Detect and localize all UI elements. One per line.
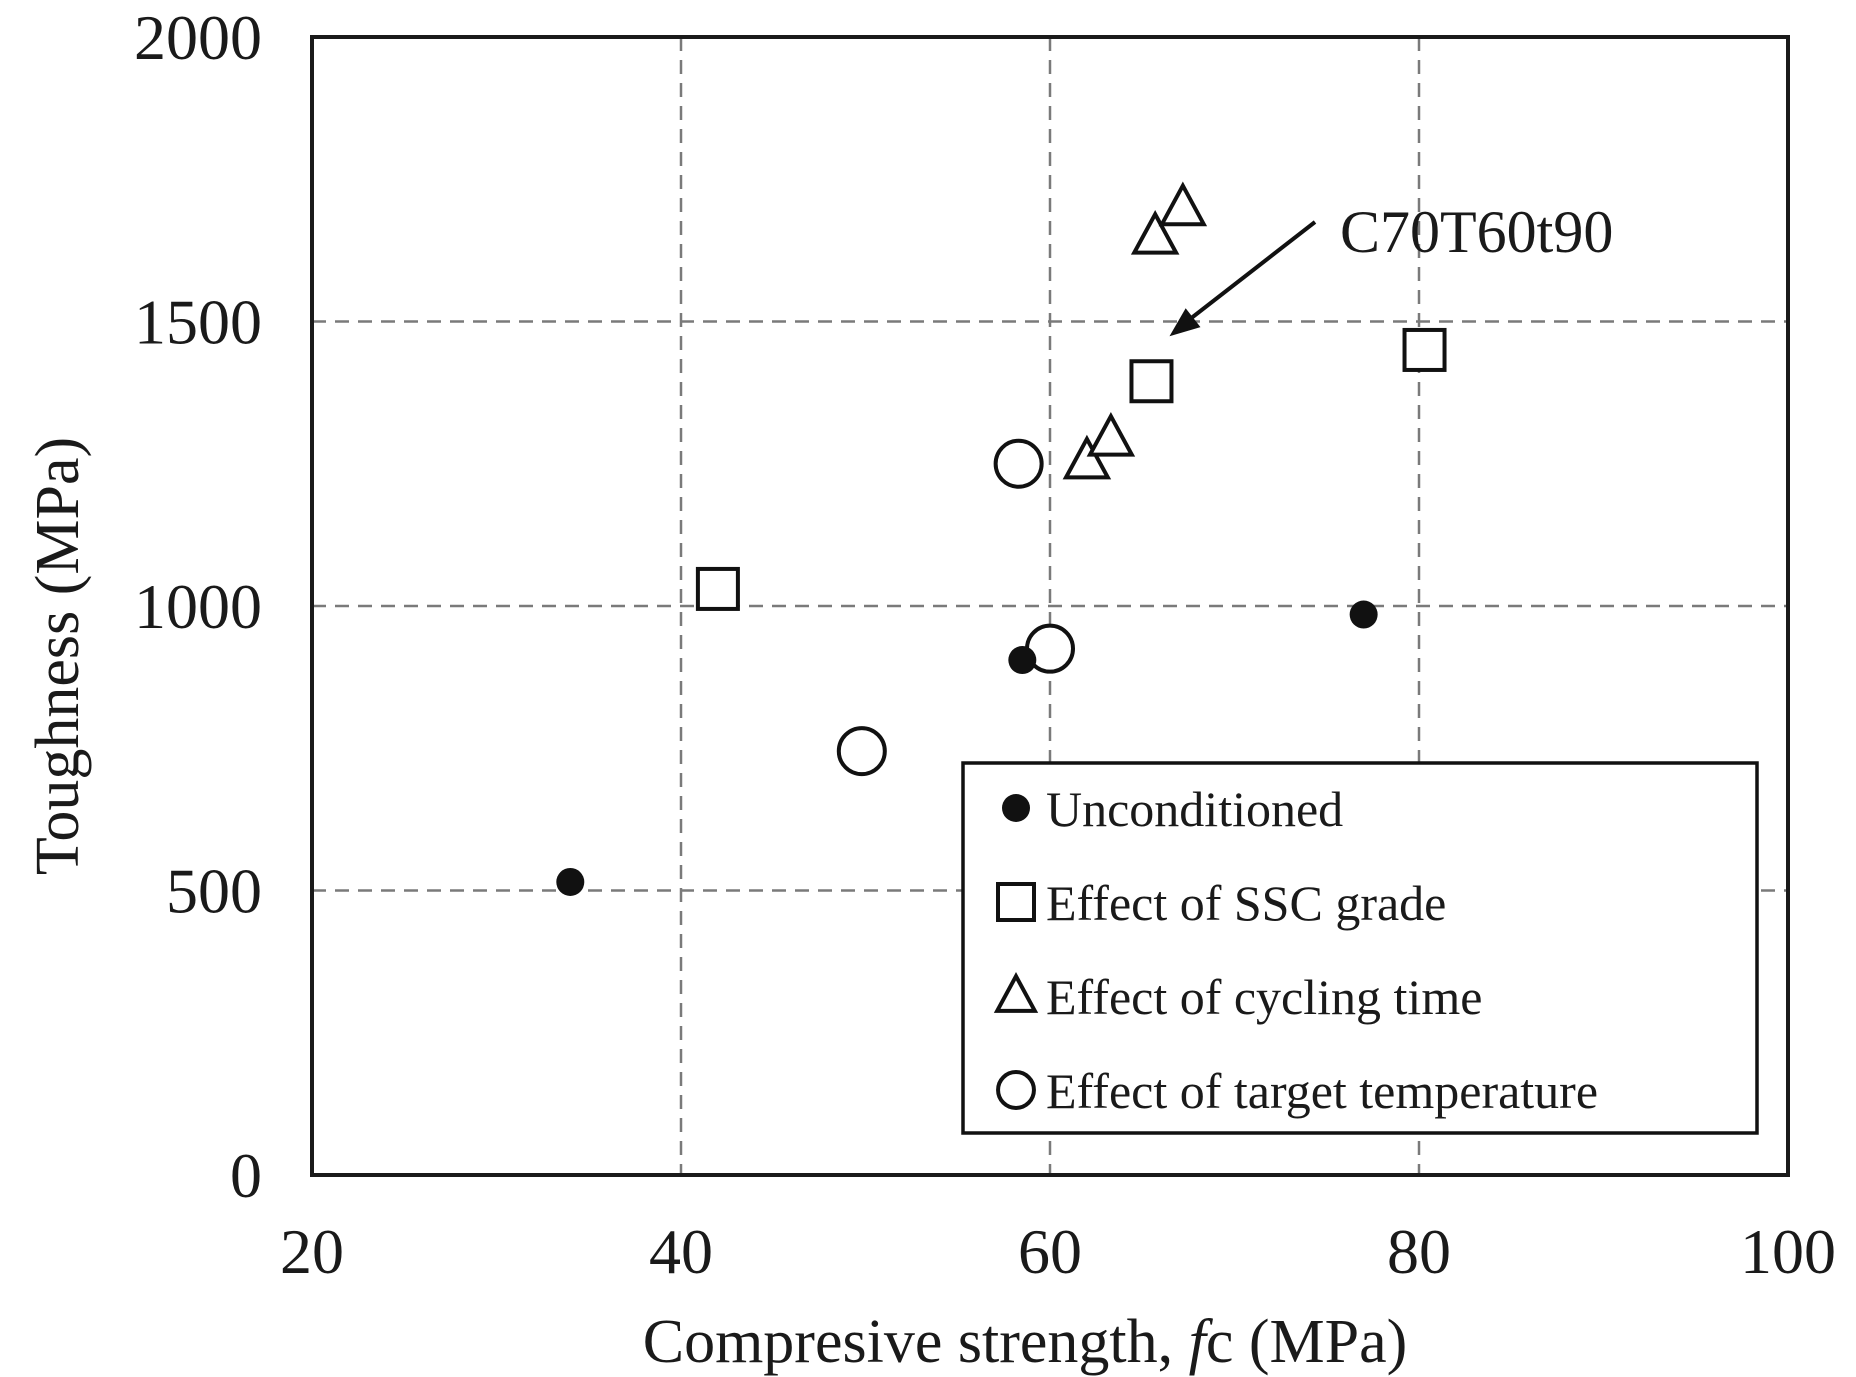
legend: Unconditioned Effect of SSC grade Effect o…	[961, 761, 1759, 1135]
x-tick-label: 80	[1387, 1216, 1451, 1287]
x-tick-label: 60	[1018, 1216, 1082, 1287]
y-axis-label: Toughness (MPa)	[24, 437, 92, 875]
y-tick-label: 1000	[134, 571, 262, 642]
legend-label: Effect of SSC grade	[1046, 875, 1446, 931]
legend-label: Effect of cycling time	[1046, 969, 1482, 1025]
y-tick-label: 500	[166, 856, 262, 927]
legend-marker	[1002, 794, 1030, 822]
data-point	[1008, 646, 1037, 675]
data-point	[1402, 327, 1447, 372]
x-tick-label: 100	[1740, 1216, 1836, 1287]
y-tick-label: 0	[230, 1140, 262, 1211]
x-axis-label: Compresive strength, fc (MPa)	[643, 1308, 1408, 1376]
legend-marker	[993, 972, 1039, 1013]
legend-box	[961, 761, 1759, 1135]
annotation-arrowhead	[1169, 308, 1201, 337]
annotations: C70T60t90	[1169, 199, 1613, 337]
legend-label: Effect of target temperature	[1046, 1063, 1598, 1119]
x-tick-label: 40	[649, 1216, 713, 1287]
data-point	[993, 438, 1044, 489]
data-points	[556, 181, 1447, 896]
data-point	[1349, 600, 1378, 629]
data-point	[556, 867, 585, 896]
legend-label: Unconditioned	[1046, 781, 1343, 837]
data-point	[1158, 181, 1208, 227]
x-tick-label: 20	[280, 1216, 344, 1287]
plot-area	[310, 35, 1790, 1177]
annotation-label: C70T60t90	[1340, 199, 1613, 265]
data-point	[1130, 209, 1180, 255]
data-point	[1086, 411, 1136, 457]
legend-marker	[996, 882, 1036, 922]
annotation-arrow	[1178, 220, 1317, 329]
legend-marker	[996, 1070, 1036, 1110]
y-tick-label: 1500	[134, 287, 262, 358]
data-point	[695, 566, 740, 611]
data-point	[1129, 359, 1174, 404]
y-tick-label: 2000	[134, 2, 262, 73]
data-point	[836, 726, 887, 777]
data-point	[1062, 434, 1112, 480]
